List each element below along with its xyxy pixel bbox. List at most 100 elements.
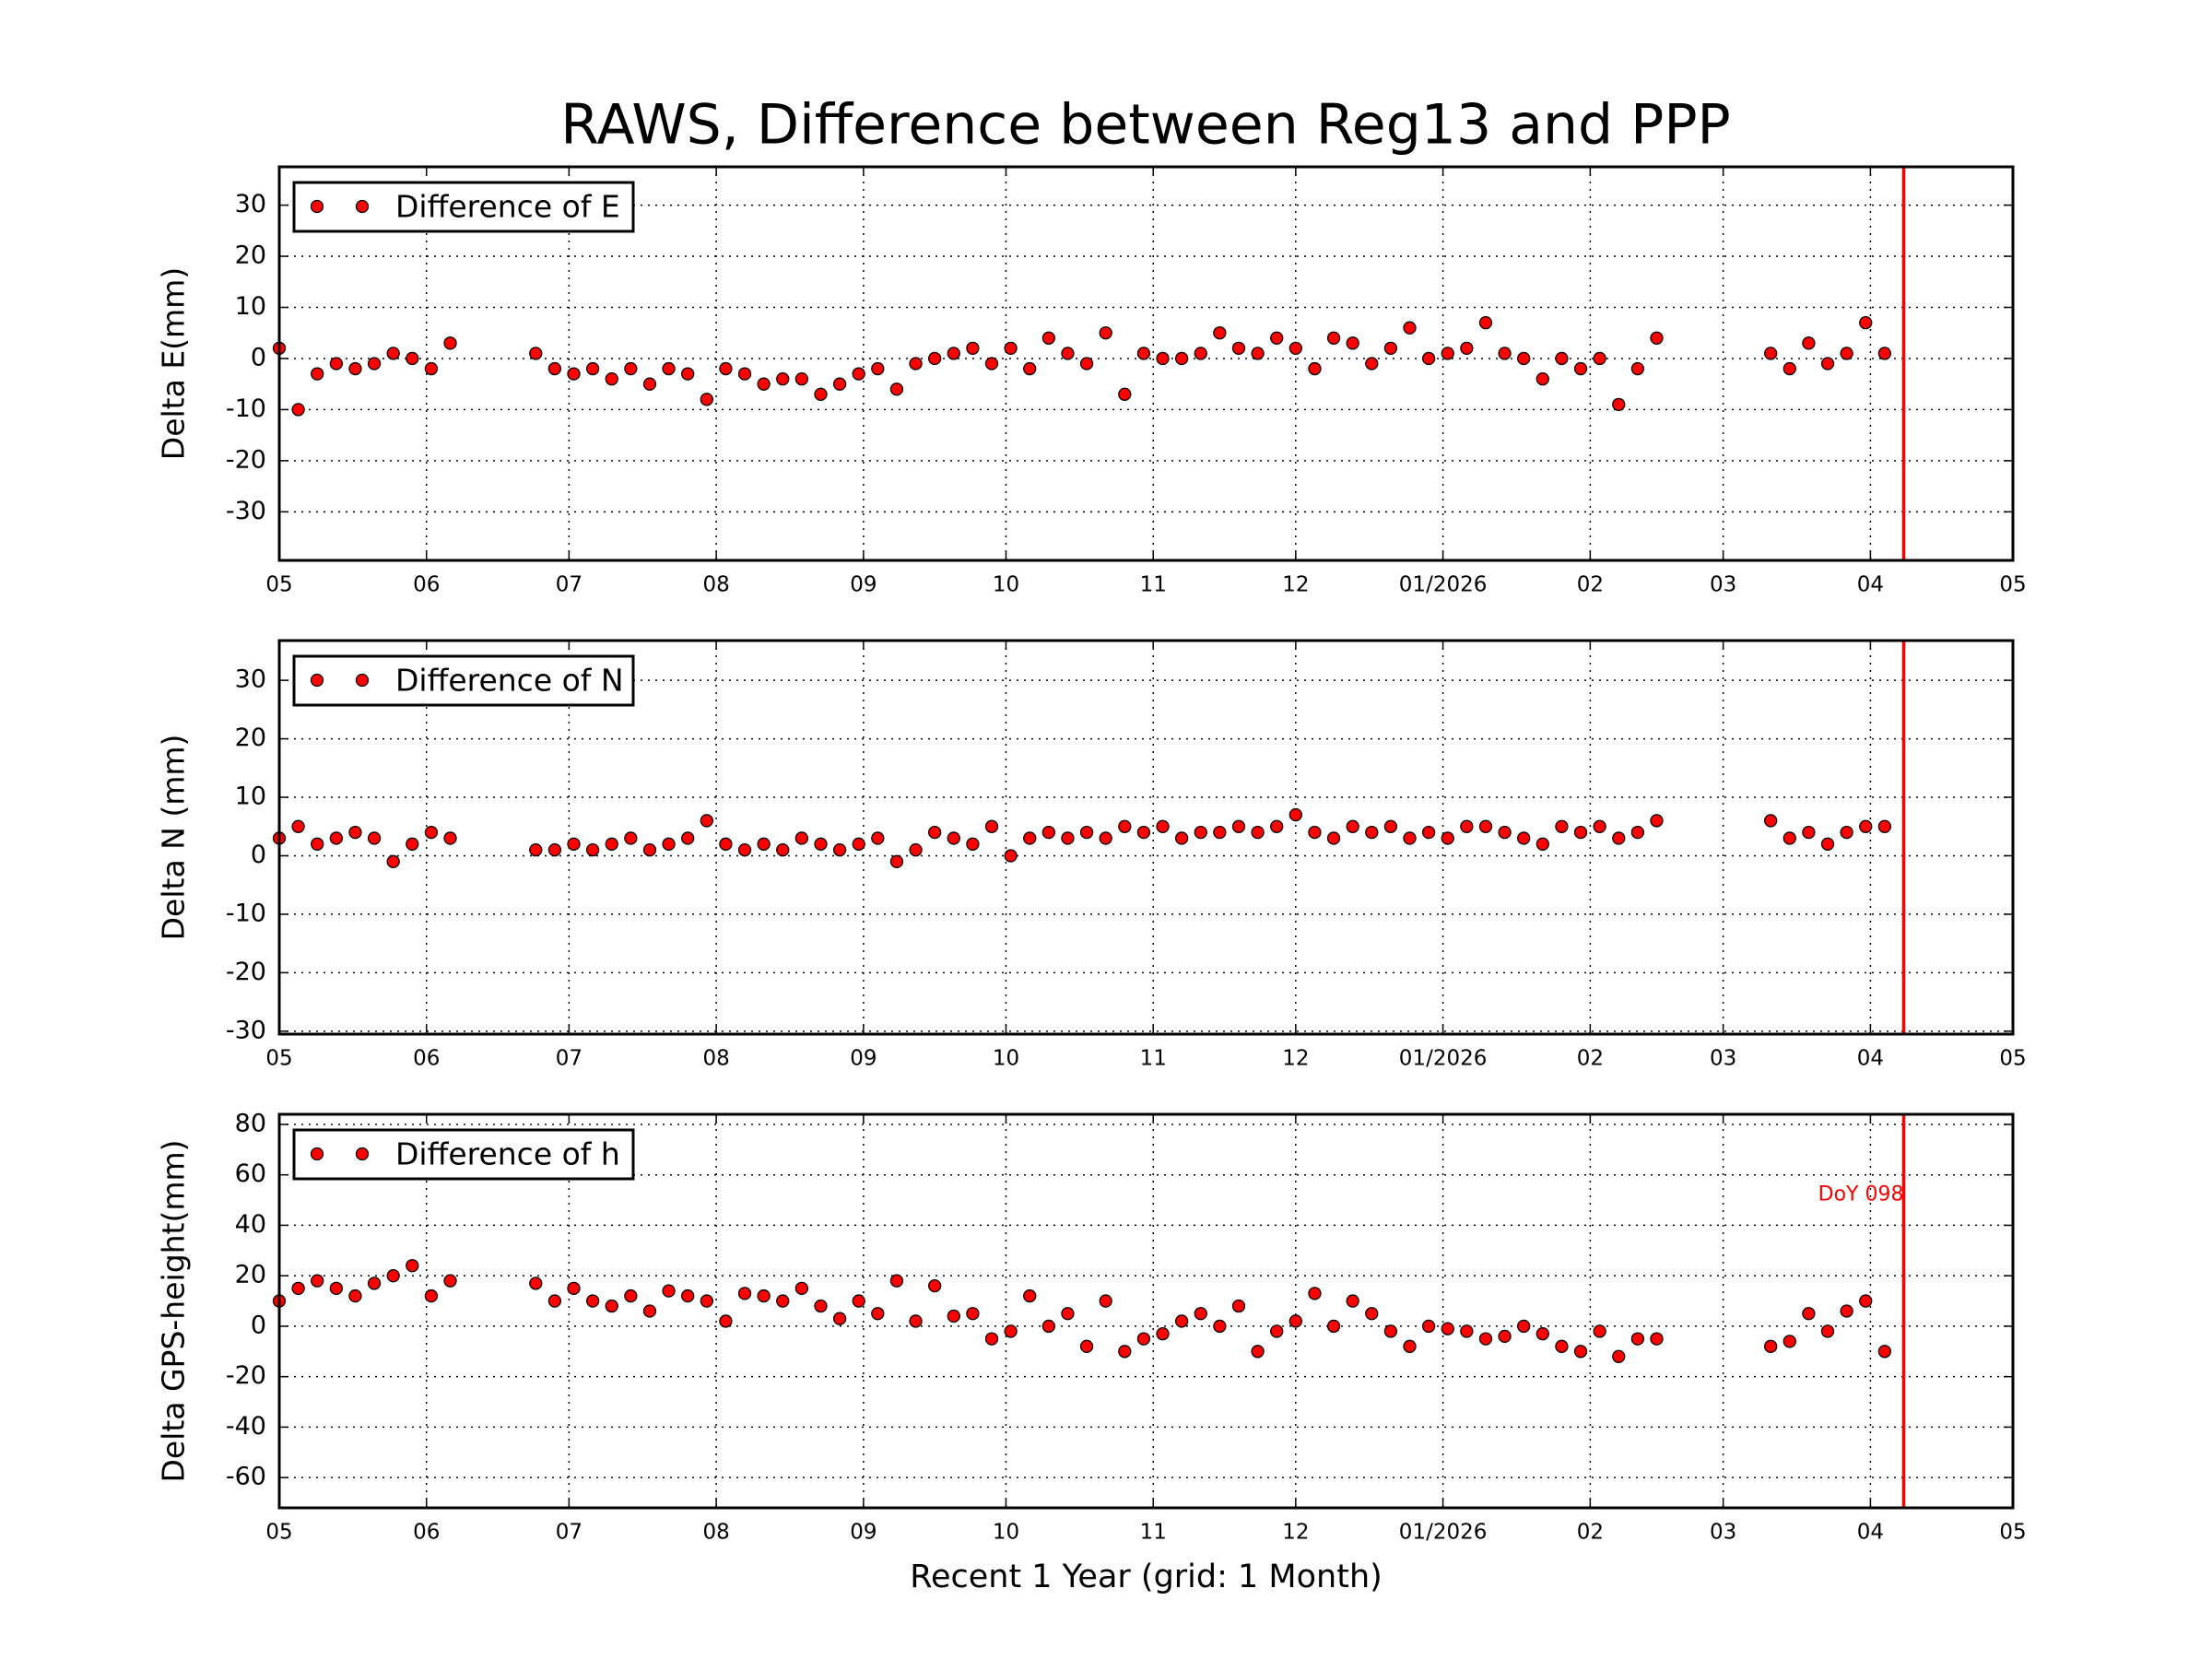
data-point [1403,1339,1417,1353]
data-point [424,1288,439,1303]
data-point [662,1284,676,1298]
data-point [1630,1332,1645,1346]
x-tick-label: 08 [702,1047,729,1071]
data-point [367,357,382,371]
data-point [642,377,657,391]
x-tick-label: 10 [993,573,1019,597]
data-point [1650,1332,1664,1346]
data-point [329,831,343,845]
data-point [757,837,771,851]
data-point [1517,831,1531,845]
y-tick-label: 10 [235,292,266,321]
data-point [794,371,809,386]
data-point [1820,357,1835,371]
data-point [329,1281,343,1296]
data-point [386,1269,400,1283]
data-point [1346,336,1359,350]
y-tick-label: 0 [251,343,266,371]
legend-box [292,1128,635,1181]
chart-title: RAWS, Difference between Reg13 and PPP [560,93,1730,158]
data-point [529,347,543,360]
y-tick-label: 40 [235,1210,266,1239]
data-point [681,1288,695,1303]
data-point [1593,819,1606,833]
data-point [1478,315,1493,330]
data-point [662,837,676,851]
data-point [1231,1299,1246,1313]
data-point [1460,1324,1474,1338]
data-point [757,1288,771,1303]
x-tick-label: 06 [413,1521,440,1545]
data-point [1593,1324,1606,1338]
data-point [1365,1307,1379,1321]
data-point [1783,831,1796,845]
data-point [1478,1332,1493,1346]
data-point [1136,347,1151,360]
data-point [291,403,305,417]
data-point [1288,807,1302,822]
data-point [1194,1307,1207,1321]
data-point [794,1281,809,1296]
data-point [1365,825,1379,840]
data-point [871,361,885,376]
data-point [443,831,457,845]
data-point [1118,387,1132,401]
data-point [776,842,790,857]
data-point [1403,321,1417,335]
data-point [1783,361,1796,376]
data-point [348,825,362,840]
data-point [1612,831,1626,845]
data-point [1859,1294,1873,1308]
data-point [681,831,695,845]
x-tick-label: 04 [1857,1047,1884,1071]
data-point [889,382,904,396]
data-point [1194,825,1207,840]
x-tick-label: 04 [1857,573,1884,597]
data-point [529,1277,543,1290]
y-tick-label: -20 [226,445,266,474]
data-point [966,1307,980,1321]
data-point [1041,1319,1056,1334]
data-point [1213,326,1227,340]
data-point [928,1278,942,1293]
y-tick-label: 10 [235,782,266,811]
data-point [1175,1314,1189,1328]
data-point [1251,1345,1265,1359]
x-tick-label: 07 [556,573,582,597]
data-point [1270,1324,1284,1338]
data-point [1136,1332,1151,1346]
data-point [1308,361,1322,376]
data-point [1630,361,1645,376]
data-point [737,842,752,857]
annotation: DoY 098 [1818,1183,1904,1206]
data-point [852,1294,865,1308]
y-tick-label: -20 [226,1361,266,1390]
data-point [1820,1324,1835,1338]
data-point [567,837,581,851]
data-point [1478,819,1493,833]
data-point [719,1314,733,1328]
data-point [567,1281,581,1296]
x-tick-label: 09 [850,573,877,597]
data-point [547,1294,562,1308]
data-point [1573,825,1588,840]
data-point [348,1288,362,1303]
data-point [1326,331,1341,345]
data-point [1346,1294,1359,1308]
data-point [814,387,828,401]
data-point [585,361,600,376]
data-point [947,1309,960,1324]
data-point [737,1287,752,1300]
y-axis-label: Delta N (mm) [156,735,192,941]
data-point [624,361,638,376]
x-tick-label: 04 [1857,1521,1884,1545]
data-point [1802,825,1816,840]
data-point [1802,1307,1816,1321]
y-tick-label: -60 [226,1463,266,1491]
x-tick-label: 12 [1282,573,1309,597]
data-point [1270,331,1284,345]
x-tick-label: 03 [1710,1521,1736,1545]
data-point [1498,1329,1512,1344]
data-point [928,351,942,366]
data-point [1650,331,1664,345]
